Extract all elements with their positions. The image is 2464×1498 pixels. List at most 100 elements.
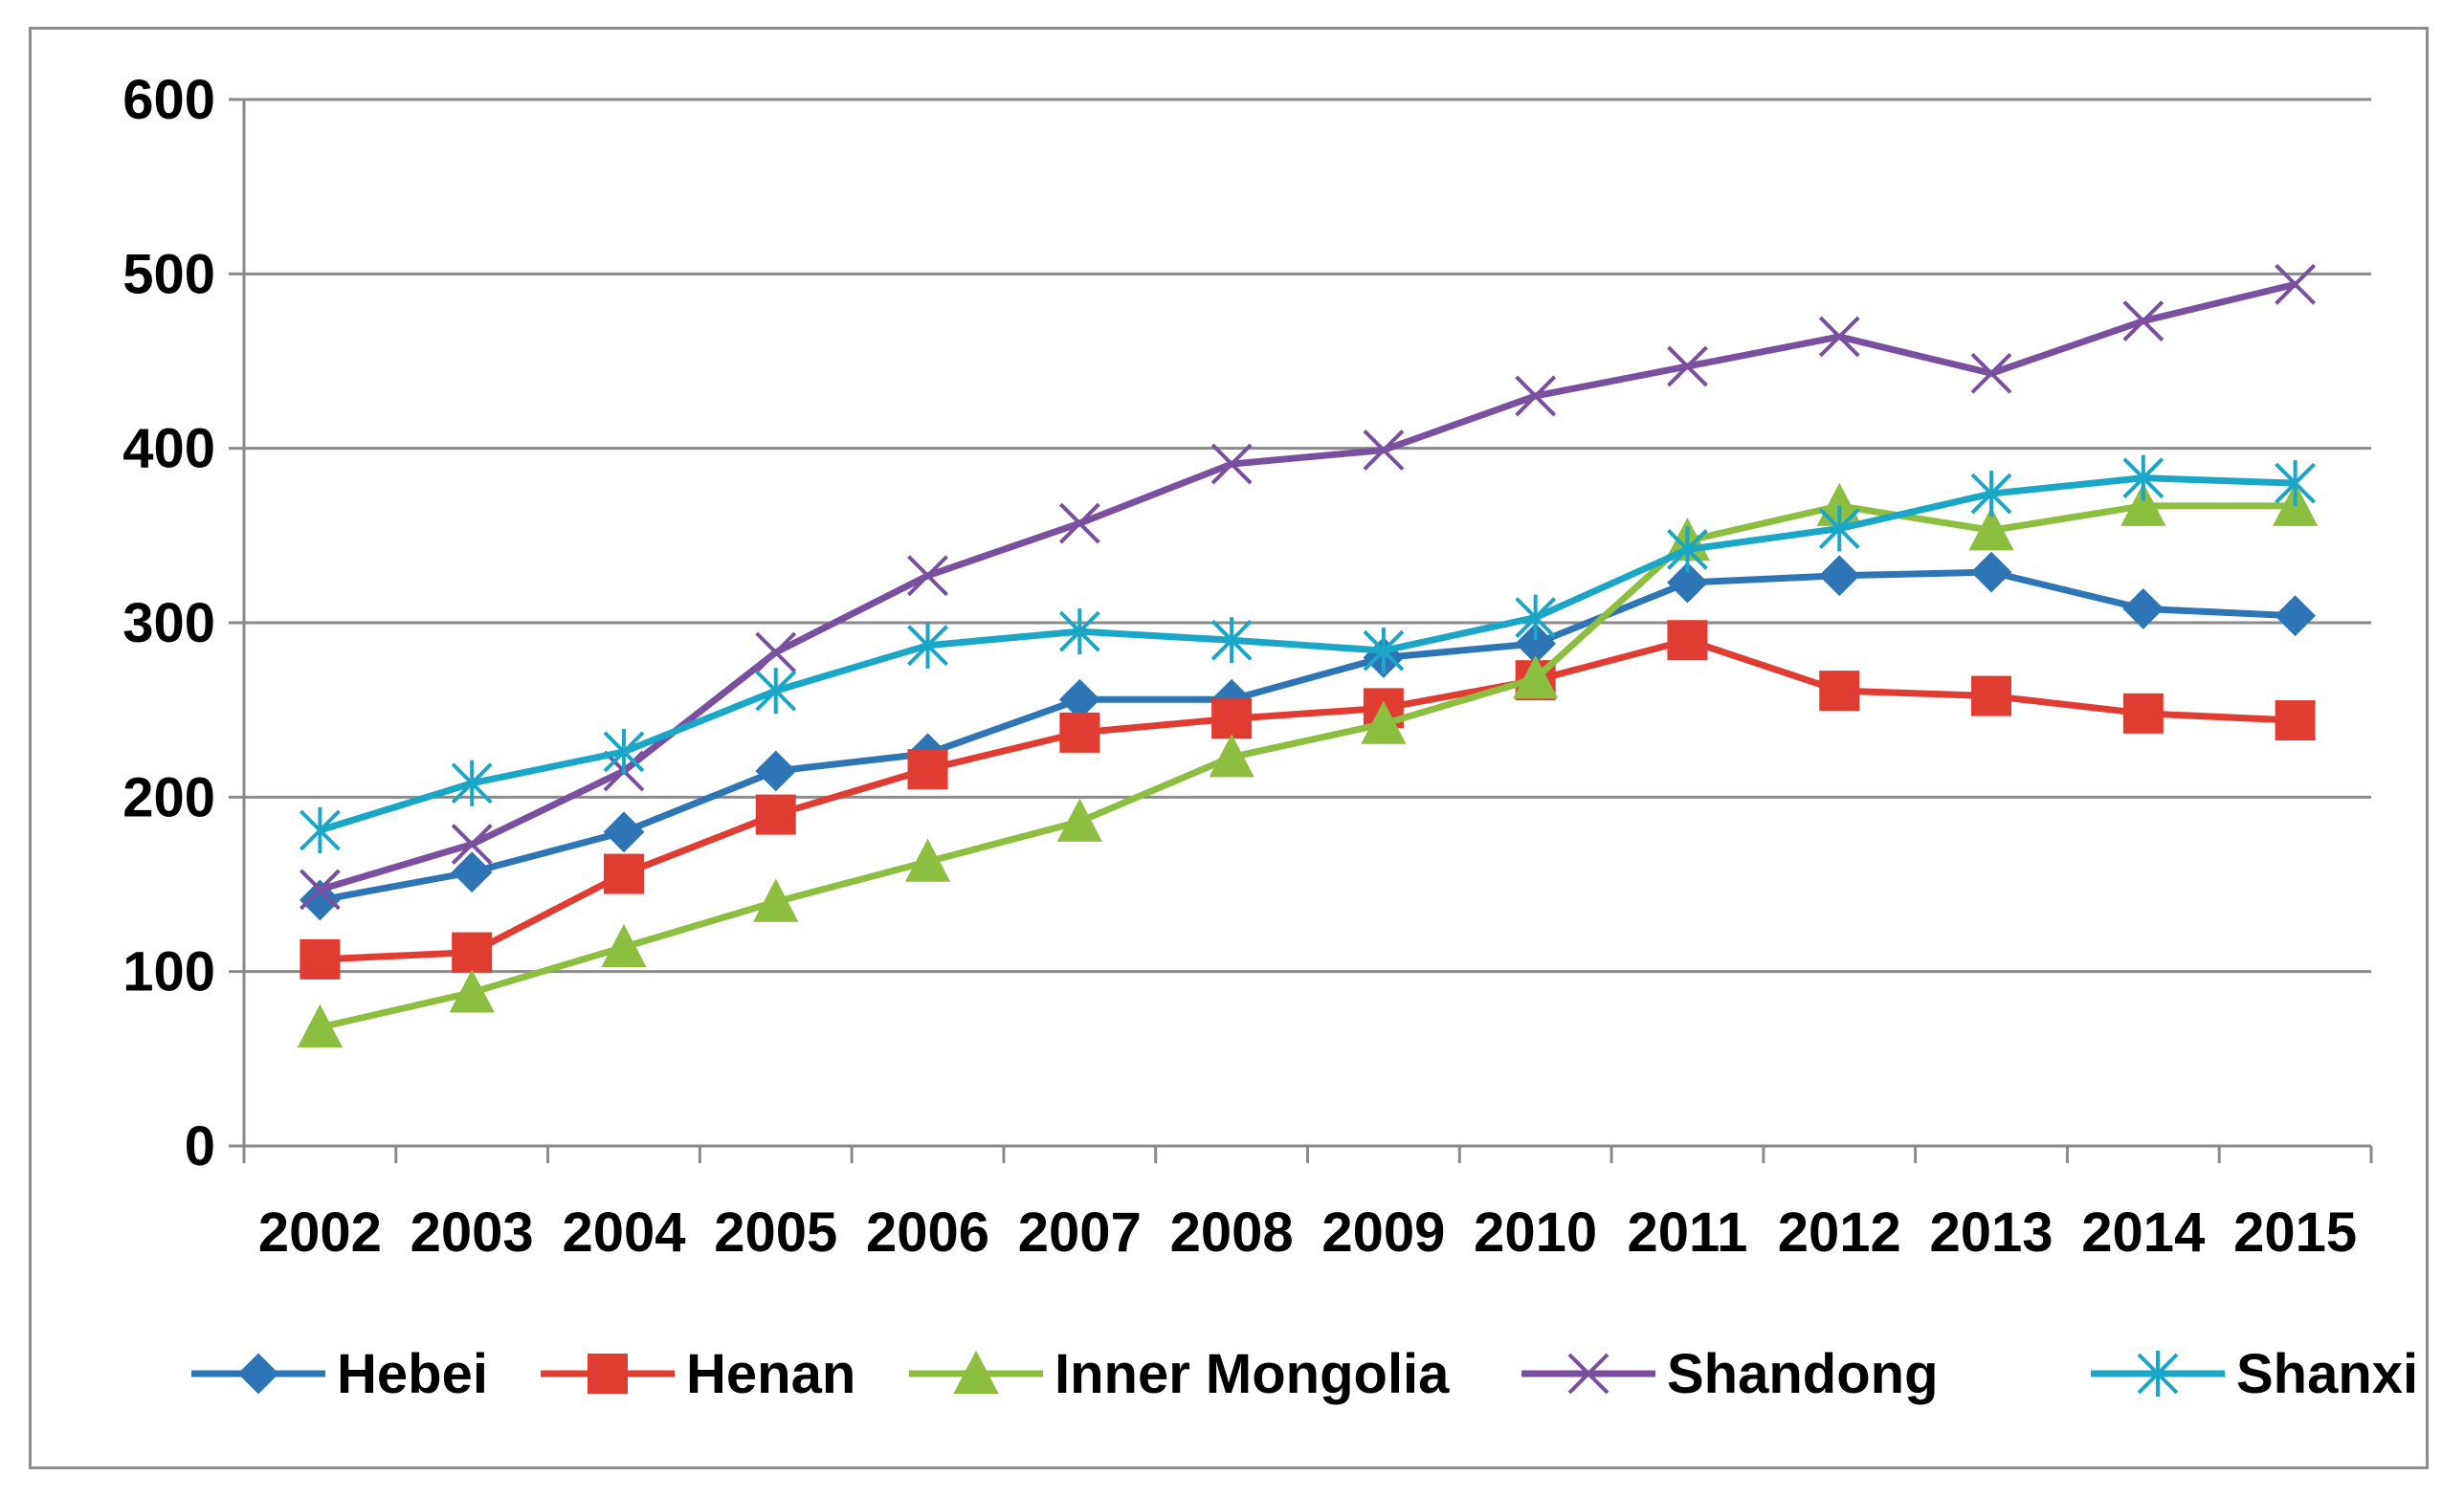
x-tick-label: 2002	[258, 1201, 382, 1264]
data-point	[907, 622, 948, 669]
y-tick-label: 500	[122, 243, 215, 305]
data-point	[299, 869, 341, 911]
data-point	[2275, 700, 2316, 741]
data-point	[2275, 460, 2317, 507]
data-point	[603, 728, 645, 775]
data-point	[2122, 300, 2164, 341]
legend-marker	[953, 1350, 999, 1394]
data-point	[755, 750, 797, 792]
series-group	[297, 263, 2319, 1048]
data-point	[755, 631, 797, 673]
data-point	[1667, 562, 1708, 604]
y-tick-label: 200	[122, 766, 215, 828]
data-point	[1211, 698, 1253, 739]
legend-item: Shandong	[1521, 1343, 1939, 1405]
axes: 0 100 200 300 400 500 600 2002 2003 2004 2005 2006 2…	[122, 69, 2373, 1264]
data-point	[1058, 608, 1100, 655]
series-shandong	[299, 263, 2317, 911]
legend-label: Hebei	[337, 1343, 488, 1405]
y-tick-label: 300	[122, 592, 215, 654]
series-line	[320, 636, 2296, 963]
data-point	[1058, 502, 1100, 544]
data-point	[1363, 430, 1405, 471]
data-point	[451, 760, 493, 806]
data-point	[299, 879, 341, 921]
data-point	[300, 938, 341, 980]
data-point	[1515, 375, 1557, 417]
x-tick-label: 2011	[1628, 1201, 1748, 1264]
legend-item: Henan	[541, 1343, 855, 1405]
data-point	[907, 749, 948, 790]
data-point	[451, 851, 493, 893]
data-point	[755, 794, 796, 835]
y-tick-label: 100	[122, 941, 215, 1003]
legend-label: Shandong	[1667, 1343, 1939, 1405]
x-tick-label: 2007	[1018, 1201, 1142, 1264]
data-point	[2122, 587, 2164, 629]
x-tick-label: 2005	[714, 1201, 837, 1264]
y-tick-label: 400	[122, 418, 215, 480]
series-shanxi	[299, 454, 2317, 853]
data-point	[1970, 352, 2012, 394]
data-point	[1818, 505, 1860, 552]
data-point	[1667, 345, 1708, 387]
data-point	[1971, 675, 2012, 716]
legend-marker	[2137, 1351, 2179, 1397]
x-tick-label: 2014	[2081, 1201, 2205, 1264]
x-tick-label: 2010	[1474, 1201, 1597, 1264]
data-point	[1970, 551, 2012, 593]
legend-item: Hebei	[191, 1343, 488, 1405]
data-point	[2122, 693, 2164, 734]
data-point	[1819, 671, 1860, 712]
x-tick-label: 2015	[2233, 1201, 2357, 1264]
data-point	[1059, 712, 1100, 753]
data-point	[753, 878, 799, 922]
data-point	[1968, 507, 2014, 551]
x-tick-label: 2006	[866, 1201, 989, 1264]
gridlines	[244, 98, 2371, 974]
data-point	[2275, 263, 2317, 305]
data-point	[1667, 620, 1708, 661]
x-tick-label: 2013	[1930, 1201, 2053, 1264]
series-henan	[300, 620, 2316, 980]
data-point	[449, 969, 495, 1013]
legend-label: Inner Mongolia	[1054, 1343, 1450, 1405]
legend-item: Inner Mongolia	[909, 1343, 1450, 1405]
data-point	[601, 923, 647, 968]
data-point	[603, 853, 644, 894]
y-tick-label: 600	[122, 69, 215, 131]
x-tick-label: 2008	[1170, 1201, 1294, 1264]
data-point	[1210, 617, 1253, 664]
x-tick-label: 2004	[562, 1201, 685, 1264]
data-point	[1970, 471, 2012, 518]
legend-marker	[588, 1354, 628, 1394]
data-point	[299, 806, 341, 853]
data-point	[603, 811, 645, 853]
legend-label: Shanxi	[2236, 1343, 2418, 1405]
data-point	[1210, 443, 1253, 485]
y-tick-label: 0	[185, 1115, 215, 1178]
series-line	[319, 568, 2296, 904]
data-point	[1363, 628, 1405, 674]
legend-label: Henan	[686, 1343, 855, 1405]
x-tick-label: 2012	[1778, 1201, 1901, 1264]
data-point	[2120, 482, 2166, 526]
data-point	[1056, 798, 1102, 842]
data-point	[1667, 526, 1708, 573]
data-point	[1818, 555, 1860, 597]
x-tick-label: 2009	[1321, 1201, 1445, 1264]
legend-marker	[1567, 1353, 1609, 1395]
series-line	[319, 502, 2296, 1031]
legend-item: Shanxi	[2091, 1343, 2418, 1405]
series-line	[319, 474, 2296, 834]
series-hebei	[299, 551, 2317, 921]
data-point	[1513, 655, 1559, 699]
x-tick-label: 2003	[411, 1201, 534, 1264]
series-inner-mongolia	[297, 482, 2319, 1048]
data-point	[1361, 700, 1407, 744]
data-point	[1515, 594, 1557, 641]
data-point	[1818, 316, 1860, 358]
data-point	[755, 668, 797, 715]
data-point	[2275, 595, 2317, 637]
